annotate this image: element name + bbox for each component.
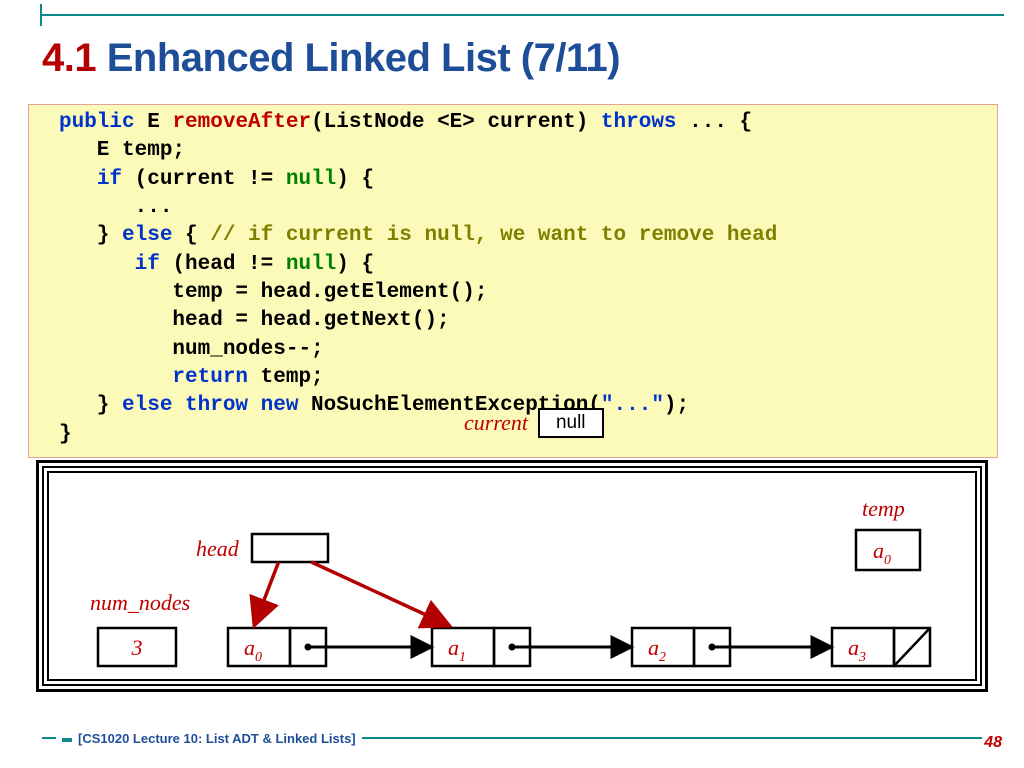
page-number: 48: [984, 734, 1002, 752]
linked-list-diagram: head num_nodes 3 temp a0 a0 a1 a2 a3: [36, 460, 988, 692]
svg-text:head: head: [196, 536, 240, 561]
svg-text:num_nodes: num_nodes: [90, 590, 190, 615]
svg-text:3: 3: [131, 635, 143, 660]
chapter-number: 4.1: [42, 36, 96, 80]
title-text: Enhanced Linked List (7/11): [107, 36, 620, 80]
svg-text:a2: a2: [648, 635, 666, 665]
svg-text:a0: a0: [244, 635, 262, 665]
footer-text: [CS1020 Lecture 10: List ADT & Linked Li…: [56, 731, 362, 746]
code-block: public E removeAfter(ListNode <E> curren…: [28, 104, 998, 458]
svg-text:a1: a1: [448, 635, 466, 665]
current-pointer-assign: current null: [464, 408, 604, 438]
svg-text:a3: a3: [848, 635, 866, 665]
slide-title: 4.1 Enhanced Linked List (7/11): [42, 36, 620, 81]
current-label: current: [464, 410, 528, 436]
current-value: null: [538, 408, 604, 438]
svg-text:a0: a0: [873, 538, 891, 568]
svg-text:temp: temp: [862, 496, 905, 521]
top-rule: [42, 14, 1004, 16]
